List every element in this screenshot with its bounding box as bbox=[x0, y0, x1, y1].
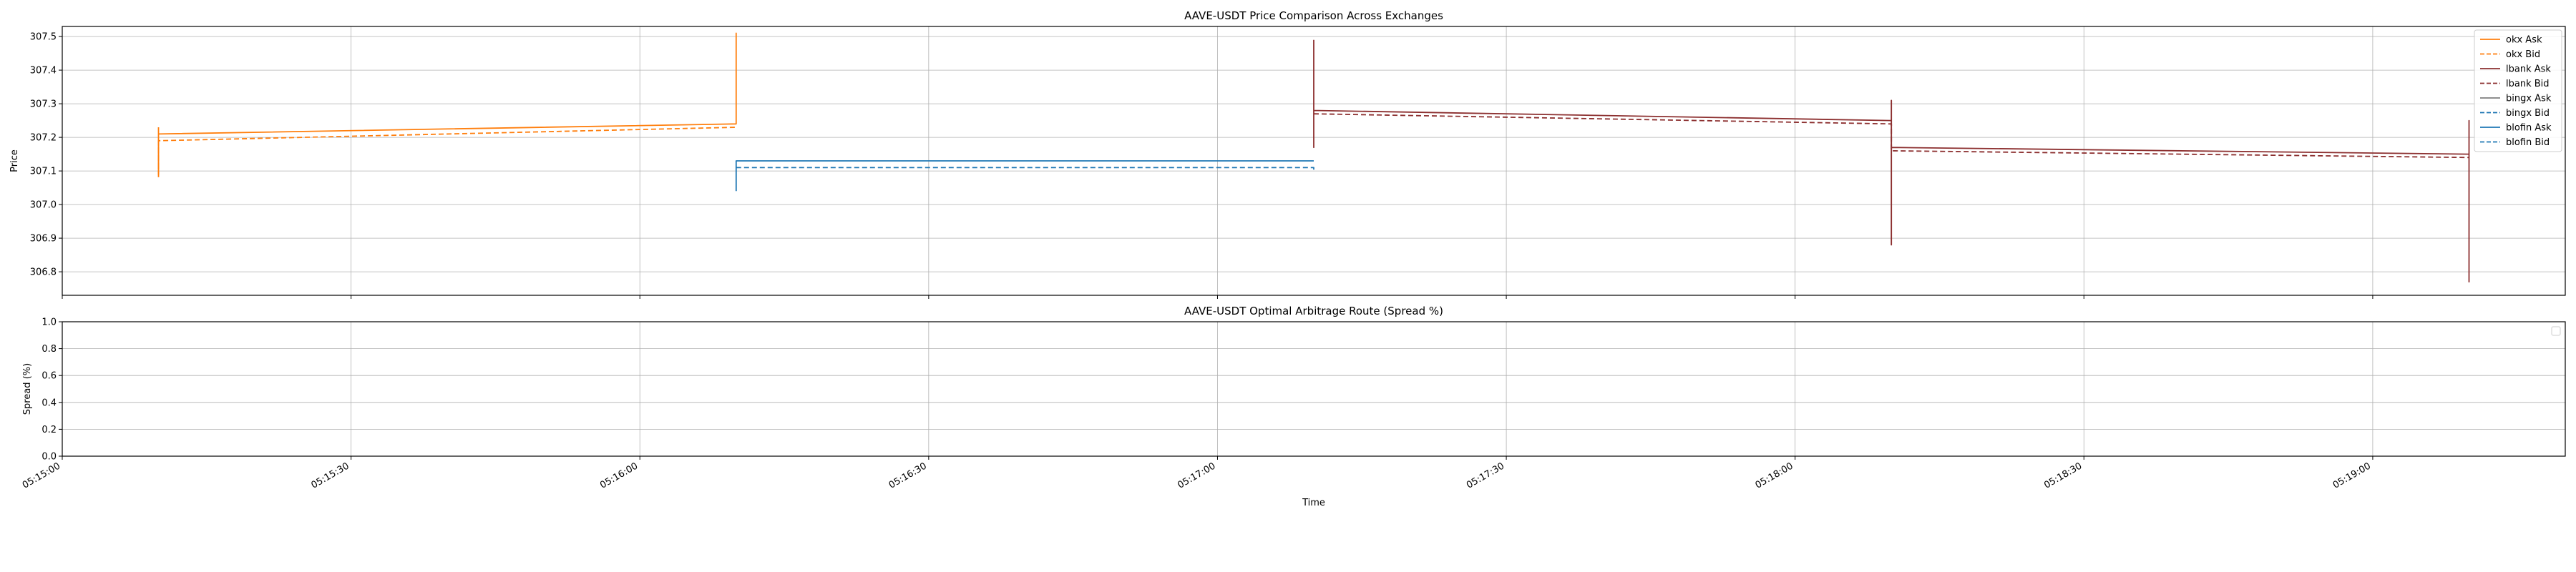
spread-plot-frame bbox=[62, 321, 2566, 457]
spread-y-tick-label: 1.0 bbox=[42, 317, 57, 328]
price-y-tick-label: 307.5 bbox=[30, 32, 57, 43]
spread-y-tick-label: 0.2 bbox=[42, 425, 57, 435]
spread-x-tick-label: 05:16:30 bbox=[887, 460, 929, 490]
price-legend: okx Ask okx Bid lbank Ask lbank Bid bingx As… bbox=[2474, 29, 2562, 152]
series-line-okx-bid bbox=[157, 127, 736, 179]
price-chart-title: AAVE-USDT Price Comparison Across Exchan… bbox=[1184, 9, 1443, 22]
spread-y-tick-label: 0.4 bbox=[42, 398, 57, 408]
spread-y-tick-label: 0.0 bbox=[42, 452, 57, 463]
price-legend-box bbox=[2474, 29, 2562, 152]
series-line-lbank-bid bbox=[1313, 113, 2469, 159]
spread-chart: 0.0 0.2 0.4 0.6 0.8 1.0 05:15:00 05:15:30 05:16… bbox=[21, 305, 2566, 508]
price-y-ticks: 306.8 306.9 307.0 307.1 307.2 307.3 307.4 307.5 bbox=[30, 32, 62, 278]
spread-x-tick-label: 05:15:00 bbox=[21, 460, 62, 490]
series-line-blofin-bid bbox=[736, 167, 1314, 172]
spread-y-tick-label: 0.8 bbox=[42, 344, 57, 355]
spread-x-tick-label: 05:17:30 bbox=[1465, 460, 1506, 490]
legend-entry-label: bingx Bid bbox=[2506, 108, 2550, 119]
spread-x-tick-label: 05:17:00 bbox=[1176, 460, 1217, 490]
legend-entry-label: okx Bid bbox=[2506, 49, 2540, 60]
legend-entry-label: blofin Bid bbox=[2506, 137, 2550, 148]
legend-entry-label: lbank Bid bbox=[2506, 79, 2550, 89]
spread-x-tick-label: 05:16:00 bbox=[598, 460, 640, 490]
price-y-tick-label: 306.9 bbox=[30, 234, 57, 245]
legend-entry-label: lbank Ask bbox=[2506, 64, 2551, 75]
spread-y-axis-label: Spread (%) bbox=[22, 363, 33, 415]
price-y-tick-label: 307.4 bbox=[30, 66, 57, 77]
price-comparison-chart: 306.8 306.9 307.0 307.1 307.2 307.3 307.4 307.5… bbox=[9, 9, 2566, 299]
price-y-tick-label: 307.0 bbox=[30, 200, 57, 211]
spread-x-ticks: 05:15:00 05:15:30 05:16:00 05:16:30 05:17:00… bbox=[21, 456, 2373, 491]
spread-x-axis-label: Time bbox=[1302, 498, 1325, 508]
legend-entry-label: blofin Ask bbox=[2506, 123, 2552, 134]
price-x-ticks bbox=[62, 295, 2373, 299]
spread-x-tick-label: 05:19:00 bbox=[2331, 460, 2373, 490]
spread-x-tick-label: 05:18:00 bbox=[1754, 460, 1795, 490]
price-y-tick-label: 307.2 bbox=[30, 133, 57, 144]
spread-y-tick-label: 0.6 bbox=[42, 371, 57, 382]
legend-entry-label: bingx Ask bbox=[2506, 94, 2552, 104]
price-y-axis-label: Price bbox=[9, 149, 20, 172]
spread-chart-title: AAVE-USDT Optimal Arbitrage Route (Sprea… bbox=[1184, 305, 1443, 317]
series-line-blofin-ask bbox=[735, 160, 1314, 192]
legend-entry-label: okx Ask bbox=[2506, 35, 2542, 46]
series-line-lbank-ask bbox=[1313, 39, 2470, 283]
price-y-tick-label: 307.3 bbox=[30, 99, 57, 110]
price-series-group bbox=[157, 32, 2470, 283]
price-y-tick-label: 307.1 bbox=[30, 167, 57, 177]
spread-x-tick-label: 05:15:30 bbox=[310, 460, 351, 490]
spread-x-tick-label: 05:18:30 bbox=[2042, 460, 2084, 490]
spread-plot-area bbox=[62, 322, 2565, 456]
price-plot-frame bbox=[62, 26, 2566, 296]
price-y-tick-label: 306.8 bbox=[30, 267, 57, 278]
spread-legend-box bbox=[2551, 326, 2561, 336]
spread-y-ticks: 0.0 0.2 0.4 0.6 0.8 1.0 bbox=[42, 317, 62, 463]
